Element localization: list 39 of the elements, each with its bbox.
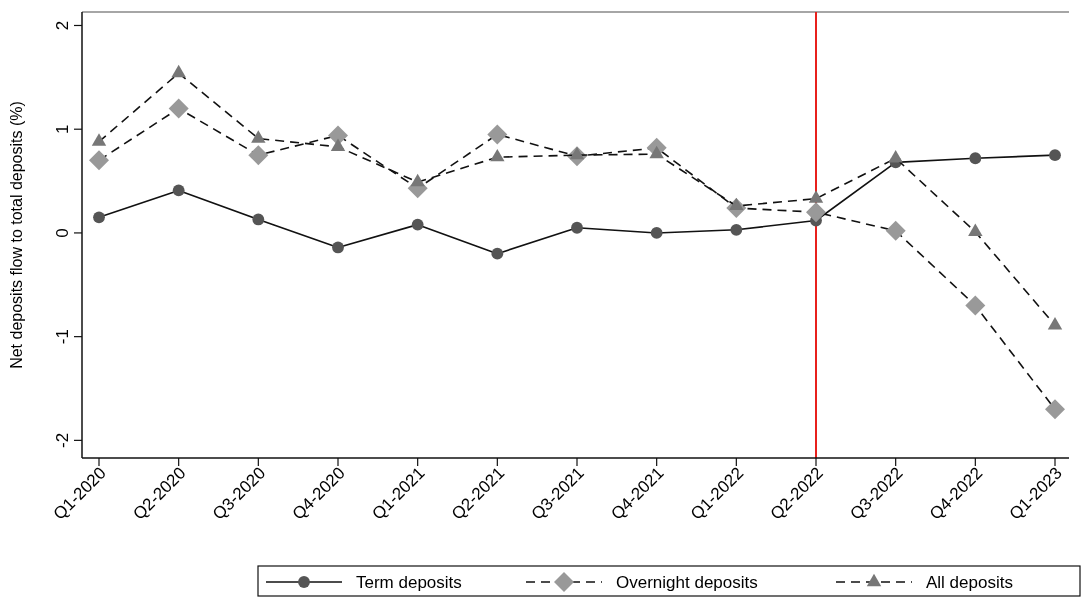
legend-label: Overnight deposits (616, 573, 758, 592)
point (172, 184, 185, 197)
legend-label: Term deposits (356, 573, 462, 592)
y-tick-label: -2 (53, 432, 72, 448)
point (968, 223, 983, 237)
point (91, 133, 107, 146)
point (888, 149, 903, 163)
legend-label: All deposits (926, 573, 1013, 592)
point (969, 152, 982, 165)
point (252, 213, 265, 226)
point (487, 124, 508, 145)
point (885, 220, 906, 241)
point (93, 211, 105, 224)
point (571, 221, 583, 234)
point (806, 202, 826, 223)
y-tick-label: 0 (53, 228, 72, 238)
point (411, 218, 424, 231)
point (251, 130, 266, 143)
point (248, 145, 269, 166)
point (89, 150, 109, 171)
y-tick-label: 1 (53, 124, 72, 134)
y-tick-label: -1 (53, 329, 72, 345)
point (965, 295, 986, 316)
point (808, 190, 824, 203)
point (569, 146, 585, 160)
point (410, 173, 425, 187)
point (330, 138, 346, 151)
point (650, 227, 663, 239)
point (491, 247, 504, 260)
point (730, 223, 743, 236)
y-axis-title: Net deposits flow to total deposits (%) (8, 101, 25, 369)
point (328, 125, 348, 146)
point (1049, 149, 1061, 162)
point (332, 241, 344, 254)
point (1045, 399, 1065, 420)
point (168, 98, 189, 119)
point (171, 64, 186, 78)
y-tick-label: 2 (53, 20, 72, 31)
point (490, 148, 505, 162)
